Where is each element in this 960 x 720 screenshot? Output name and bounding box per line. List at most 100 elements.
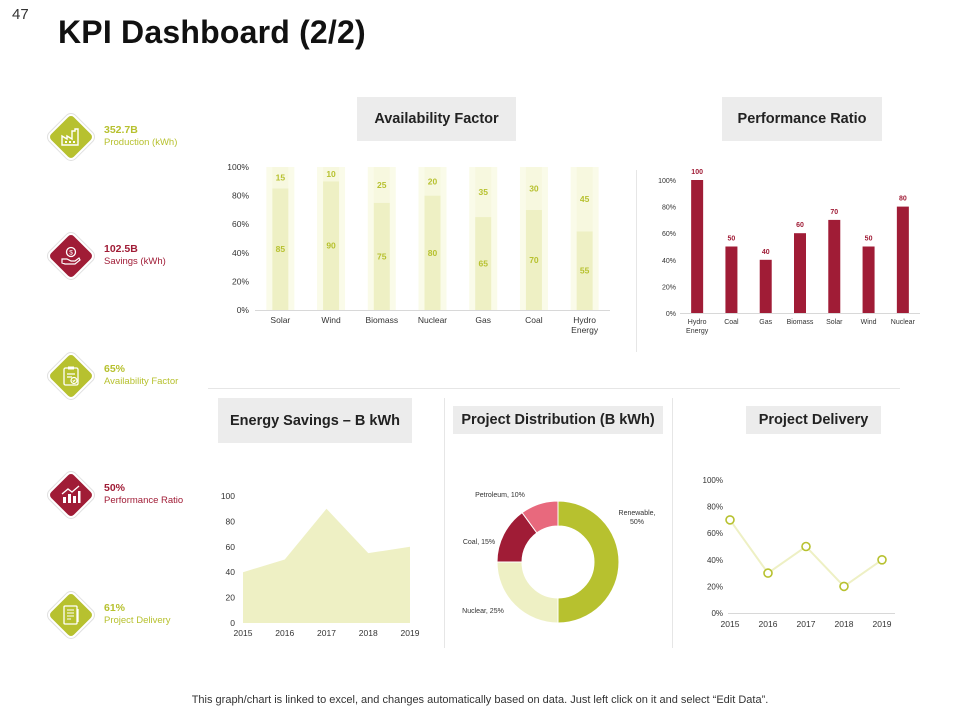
growth-chart-icon (61, 485, 81, 503)
slice-label: Petroleum, 10% (475, 492, 525, 499)
x-tick-label: 2017 (797, 619, 816, 629)
clipboard-check-icon (63, 366, 79, 386)
data-label: 40 (762, 249, 770, 256)
bar (725, 246, 738, 313)
data-label: 90 (326, 241, 336, 251)
kpi-label: Production (kWh) (104, 137, 178, 148)
kpi-availability[interactable]: 65% Availability Factor (48, 353, 230, 403)
y-tick-label: 0% (666, 311, 676, 318)
y-tick-label: 0% (237, 305, 250, 315)
data-label: 80 (428, 248, 438, 258)
data-label: 15 (276, 173, 286, 183)
data-label: 85 (276, 244, 286, 254)
data-label: 45 (580, 194, 590, 204)
y-tick-label: 0% (711, 609, 723, 618)
y-tick-label: 20% (707, 582, 723, 591)
x-tick-label: 2019 (873, 619, 892, 629)
y-tick-label: 20 (226, 593, 236, 603)
bar-remaining (475, 167, 492, 218)
bar (828, 219, 841, 313)
data-label: 25 (377, 180, 387, 190)
bar-remaining (323, 167, 340, 182)
y-tick-label: 100% (658, 178, 676, 185)
y-tick-label: 80% (662, 205, 676, 212)
x-tick-label: 2015 (721, 619, 740, 629)
x-tick-label: 2018 (835, 619, 854, 629)
kpi-value: 50% (104, 482, 126, 494)
bar (759, 259, 772, 313)
report-document-icon (63, 605, 79, 625)
performance-ratio-chart: 0% 20% 40% 60% 80% 100% 100 Hydro Energy 50 Coal 40… (658, 169, 920, 335)
y-tick-label: 80% (707, 503, 723, 512)
kpi-label: Availability Factor (104, 376, 179, 387)
bar (896, 206, 909, 313)
y-tick-label: 40 (226, 567, 236, 577)
slice-label: 50% (630, 519, 644, 526)
kpi-label: Savings (kWh) (104, 256, 166, 267)
kpi-value: 352.7B (104, 124, 138, 136)
bar-remaining (424, 167, 441, 196)
x-tick-label: Wind (321, 315, 341, 325)
x-tick-label: Biomass (787, 319, 814, 326)
x-tick-label: Gas (759, 319, 772, 326)
area-series (243, 508, 410, 623)
y-tick-label: 60% (232, 219, 249, 229)
bar-available (525, 209, 542, 310)
bar-available (373, 202, 390, 310)
vertical-divider (636, 170, 637, 352)
x-tick-label: Wind (861, 319, 877, 326)
x-tick-label: Nuclear (418, 315, 447, 325)
y-tick-label: 100 (221, 491, 235, 501)
x-tick-label: 2017 (317, 628, 336, 638)
y-tick-label: 60% (707, 529, 723, 538)
kpi-value: 61% (104, 602, 126, 614)
line-series (729, 519, 883, 588)
bar (862, 246, 875, 313)
x-tick-label: Energy (686, 328, 709, 335)
project-distribution-chart: Renewable, 50% Nuclear, 25% Coal, 15% Petrol… (462, 492, 656, 624)
data-point (763, 568, 773, 578)
bar-remaining (576, 167, 593, 232)
project-delivery-chart: 0% 20% 40% 60% 80% 100% 2015 2016 2017 2018 2019 (703, 476, 895, 629)
data-label: 80 (899, 196, 907, 203)
kpi-performance[interactable]: 50% Performance Ratio (48, 472, 230, 522)
kpi-savings[interactable]: $ 102.5B Savings (kWh) (48, 233, 230, 283)
bar (691, 180, 704, 313)
data-label: 75 (377, 251, 387, 261)
svg-text:$: $ (69, 250, 73, 257)
data-point (801, 541, 811, 552)
bar-remaining (272, 167, 289, 189)
x-tick-label: 2015 (234, 628, 253, 638)
y-tick-label: 80% (232, 191, 249, 201)
bar (794, 233, 806, 313)
data-label: 10 (326, 169, 336, 179)
kpi-value: 65% (104, 363, 126, 375)
kpi-value: 102.5B (104, 243, 138, 255)
bar-available (323, 181, 340, 310)
x-tick-label: Coal (724, 319, 739, 326)
donut-slice (557, 500, 620, 624)
data-point (839, 581, 849, 592)
performance-ratio-title: Performance Ratio (722, 97, 882, 141)
data-label: 30 (529, 183, 539, 193)
availability-factor-chart: 0% 20% 40% 60% 80% 100% 85 15 Solar 90 10 Wind 75 25 B… (227, 162, 610, 335)
y-tick-label: 40% (662, 258, 676, 265)
x-tick-label: Biomass (365, 315, 398, 325)
slice-label: Coal, 15% (463, 539, 495, 546)
bar-available (424, 195, 441, 310)
slice-label: Renewable, (619, 510, 656, 517)
project-distribution-title: Project Distribution (B kWh) (453, 406, 663, 434)
vertical-divider (672, 398, 673, 648)
y-tick-label: 80 (226, 516, 236, 526)
x-tick-label: Solar (270, 315, 290, 325)
bar-available (475, 217, 492, 310)
kpi-delivery[interactable]: 61% Project Delivery (48, 592, 230, 642)
data-label: 35 (478, 187, 488, 197)
kpi-label: Performance Ratio (104, 495, 184, 506)
x-tick-label: 2018 (359, 628, 378, 638)
availability-factor-title: Availability Factor (357, 97, 516, 141)
kpi-production[interactable]: 352.7B Production (kWh) (48, 114, 230, 164)
x-tick-label: Solar (826, 319, 843, 326)
data-label: 70 (830, 209, 838, 216)
slice-label: Nuclear, 25% (462, 608, 504, 615)
